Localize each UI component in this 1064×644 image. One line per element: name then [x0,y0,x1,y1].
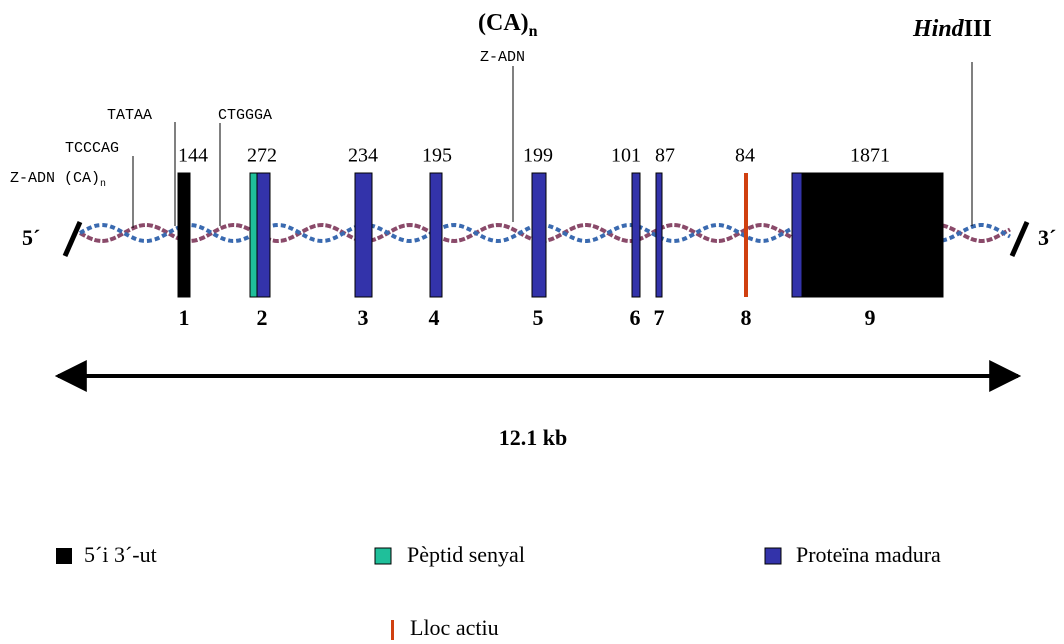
exon-size: 195 [422,145,452,167]
legend-swatch [391,620,394,640]
annotation: Z-ADN [480,49,525,66]
exon-size: 1871 [850,145,890,167]
exon [791,172,803,298]
exon [631,172,641,298]
annotation: (CA)n [478,10,538,40]
legend-label: Pèptid senyal [407,542,525,567]
cut-right [1009,220,1030,258]
exon [801,172,944,298]
five-prime: 5´ [22,225,40,250]
annotation: TCCCAG [65,140,119,157]
exon-size: 87 [655,145,675,167]
exons: 144 1 272 2 234 3 195 4 199 5 101 6 87 7 84 8 1871 9 [177,145,944,330]
exon-size: 101 [611,145,641,167]
exon-size: 199 [523,145,553,167]
exon-number: 1 [179,305,190,330]
exon [531,172,547,298]
legend-swatch [56,548,72,564]
exon [256,172,271,298]
annotation: TATAA [107,107,152,124]
exon [744,173,748,297]
exon [177,172,191,298]
annotation-text: (CA) [478,10,529,36]
annotation-italic: Hind [912,16,965,42]
annotation: Z-ADN (CA)n [10,170,106,190]
cut-left [62,220,83,258]
exon-number: 2 [257,305,268,330]
exon-size: 234 [348,145,378,167]
exon-number: 6 [630,305,641,330]
exon-number: 5 [533,305,544,330]
legend-label: Proteïna madura [796,542,941,567]
exon-size: 272 [247,145,277,167]
legend-label: 5´i 3´-ut [84,542,157,567]
exon-number: 7 [654,305,665,330]
exon [655,172,663,298]
annotation-sub: n [529,23,538,40]
exon-number: 4 [429,305,440,330]
legend-swatch [374,547,392,565]
exon-number: 3 [358,305,369,330]
annotation-text: Z-ADN (CA) [10,170,100,187]
exon-size: 84 [735,145,755,167]
exon-number: 8 [741,305,752,330]
exon-size: 144 [178,145,208,167]
annotation: CTGGGA [218,107,272,124]
exon [249,172,258,298]
exon [354,172,373,298]
exon-number: 9 [865,305,876,330]
legend-label: Lloc actiu [410,615,499,640]
three-prime: 3´ [1038,225,1056,250]
legend-swatch [764,547,782,565]
annotation-text: III [964,16,992,42]
annotation-sub: n [100,179,106,190]
exon [429,172,443,298]
scale-label: 12.1 kb [499,425,567,450]
annotation: HindIII [912,16,992,42]
